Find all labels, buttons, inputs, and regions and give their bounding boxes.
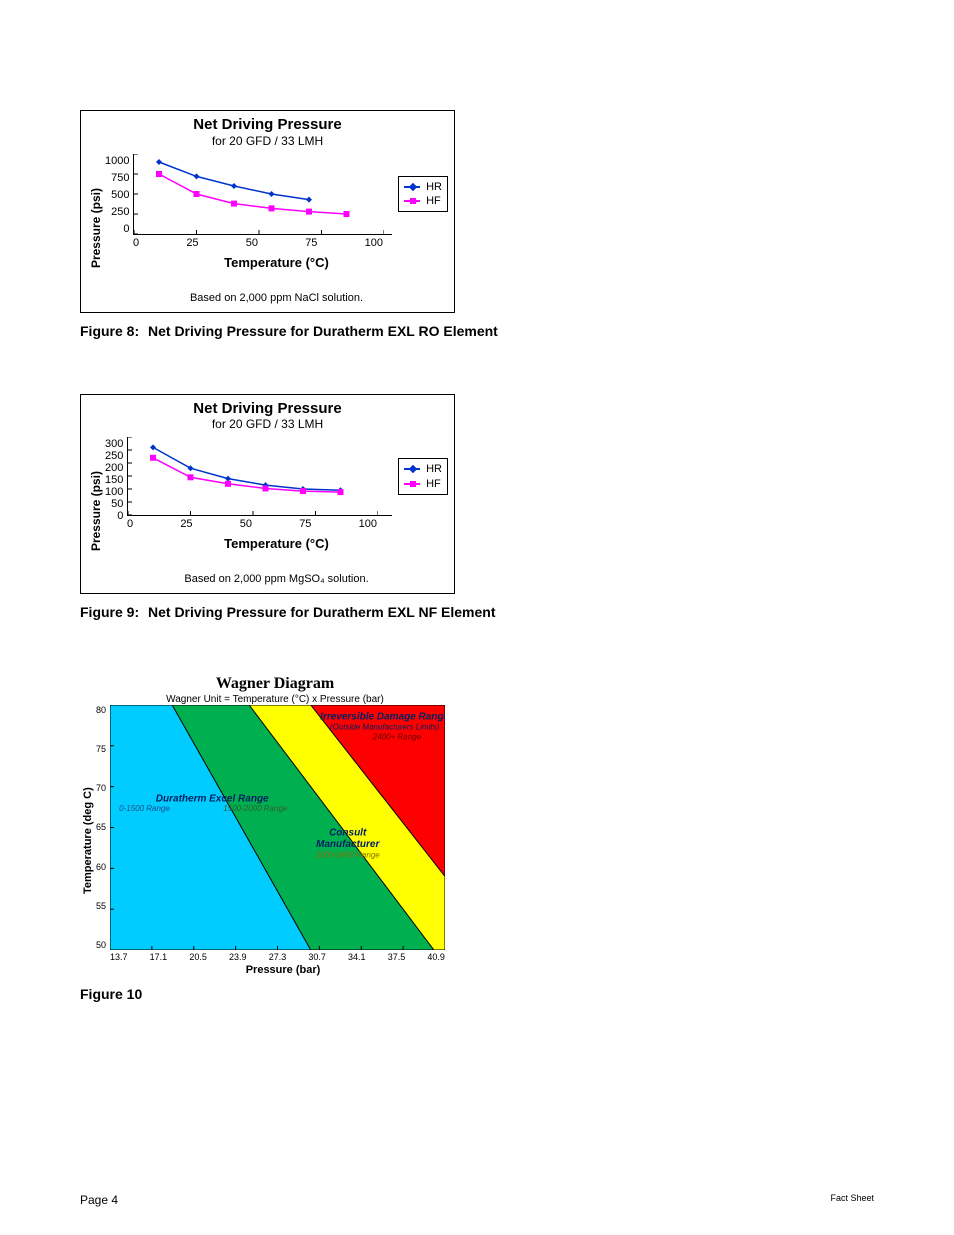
svg-text:Manufacturer: Manufacturer xyxy=(316,839,380,850)
figure-9: Net Driving Pressure for 20 GFD / 33 LMH… xyxy=(80,394,874,621)
svg-text:1500-2000 Range: 1500-2000 Range xyxy=(223,804,288,813)
caption-text xyxy=(148,986,874,1002)
page: Net Driving Pressure for 20 GFD / 33 LMH… xyxy=(0,0,954,1235)
svg-text:2400+ Range: 2400+ Range xyxy=(372,732,422,741)
svg-text:2000-2400 Range: 2000-2400 Range xyxy=(315,851,381,860)
caption-text: Net Driving Pressure for Duratherm EXL N… xyxy=(148,604,874,620)
plot-area: Duratherm Excel Range0-1500 Range 1500-20… xyxy=(110,705,445,950)
plot-area xyxy=(127,437,392,516)
svg-text:0-1500 Range: 0-1500 Range xyxy=(119,804,170,813)
legend-item: HF xyxy=(404,477,442,491)
caption-label: Figure 8: xyxy=(80,323,148,339)
wagner-diagram: Wagner Diagram Wagner Unit = Temperature… xyxy=(80,675,470,976)
caption-label: Figure 9: xyxy=(80,604,148,620)
legend: HRHF xyxy=(398,458,448,495)
x-axis-label: Temperature (°C) xyxy=(105,536,448,551)
chart-title: Wagner Diagram xyxy=(80,675,470,693)
caption-label: Figure 10 xyxy=(80,986,148,1002)
figure-8-chart: Net Driving Pressure for 20 GFD / 33 LMH… xyxy=(80,110,455,313)
chart-subtitle: for 20 GFD / 33 LMH xyxy=(87,417,448,431)
y-axis-label: Pressure (psi) xyxy=(87,471,105,551)
figure-9-caption: Figure 9: Net Driving Pressure for Durat… xyxy=(80,604,874,620)
x-ticks: 0255075100 xyxy=(127,518,377,530)
page-footer: Page 4 Fact Sheet xyxy=(80,1193,874,1207)
y-ticks: 80757065605550 xyxy=(96,705,110,950)
legend-item: HR xyxy=(404,462,442,476)
y-ticks: 10007505002500 xyxy=(105,155,133,235)
svg-text:Consult: Consult xyxy=(329,828,367,839)
y-axis-label: Temperature (deg C) xyxy=(80,705,96,976)
figure-8: Net Driving Pressure for 20 GFD / 33 LMH… xyxy=(80,110,874,339)
doc-type: Fact Sheet xyxy=(830,1193,874,1207)
y-axis-label: Pressure (psi) xyxy=(87,188,105,268)
legend-item: HF xyxy=(404,194,442,208)
chart-footnote: Based on 2,000 ppm NaCl solution. xyxy=(105,292,448,304)
chart-footnote: Based on 2,000 ppm MgSO₄ solution. xyxy=(105,573,448,585)
caption-text: Net Driving Pressure for Duratherm EXL R… xyxy=(148,323,874,339)
legend-item: HR xyxy=(404,180,442,194)
svg-text:(Outside Manufacturers Limits): (Outside Manufacturers Limits) xyxy=(330,723,440,732)
svg-text:Irreversible Damage Range: Irreversible Damage Range xyxy=(320,712,445,723)
figure-8-caption: Figure 8: Net Driving Pressure for Durat… xyxy=(80,323,874,339)
legend: HRHF xyxy=(398,176,448,213)
figure-9-chart: Net Driving Pressure for 20 GFD / 33 LMH… xyxy=(80,394,455,595)
svg-text:Duratherm Excel Range: Duratherm Excel Range xyxy=(156,793,269,804)
y-ticks: 300250200150100500 xyxy=(105,438,127,516)
x-ticks: 0255075100 xyxy=(133,237,383,249)
page-number: Page 4 xyxy=(80,1193,118,1207)
x-axis-label: Pressure (bar) xyxy=(96,964,470,976)
figure-10: Wagner Diagram Wagner Unit = Temperature… xyxy=(80,675,874,1002)
x-axis-label: Temperature (°C) xyxy=(105,255,448,270)
chart-subtitle: Wagner Unit = Temperature (°C) x Pressur… xyxy=(80,694,470,705)
chart-subtitle: for 20 GFD / 33 LMH xyxy=(87,134,448,148)
chart-title: Net Driving Pressure xyxy=(87,117,448,134)
chart-title: Net Driving Pressure xyxy=(87,401,448,418)
figure-10-caption: Figure 10 xyxy=(80,986,874,1002)
plot-area xyxy=(133,154,392,235)
x-ticks: 13.717.120.523.927.330.734.137.540.9 xyxy=(110,952,445,962)
